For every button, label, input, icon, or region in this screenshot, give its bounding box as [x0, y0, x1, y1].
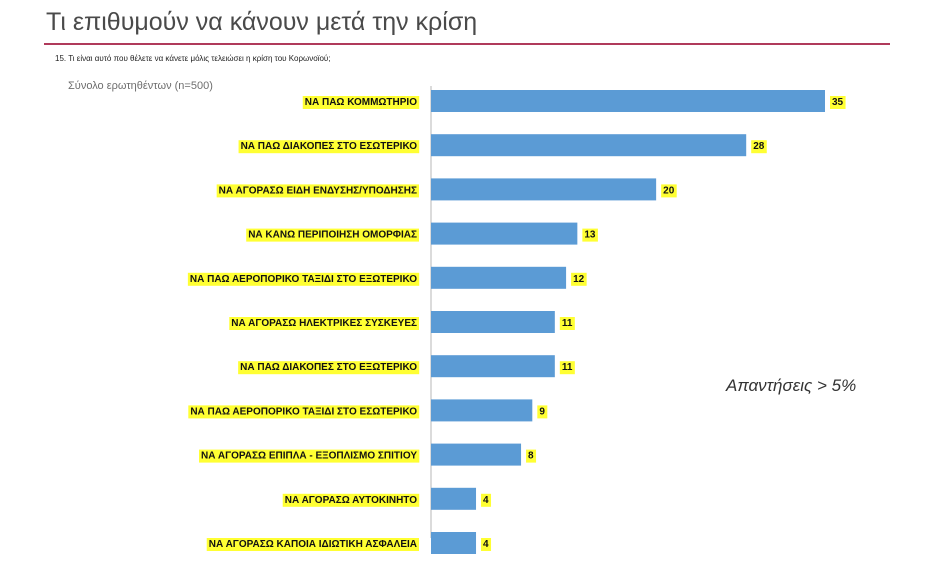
value-label-highlight [559, 317, 575, 330]
category-label-highlight [199, 449, 420, 463]
value-label: 8 [528, 451, 534, 462]
value-label: 35 [832, 97, 844, 108]
page-title: Τι επιθυμούν να κάνουν μετά την κρίση [46, 8, 478, 36]
value-label-highlight [751, 140, 767, 154]
value-label: 12 [573, 274, 585, 285]
bar [431, 487, 477, 510]
bar [431, 134, 747, 157]
category-label-highlight [206, 538, 419, 551]
bar [431, 90, 825, 112]
title-divider [44, 43, 890, 45]
bar [431, 355, 555, 378]
value-label-highlight [481, 538, 492, 551]
value-label: 11 [562, 318, 573, 329]
category-label-highlight [302, 96, 420, 109]
value-label-highlight [571, 272, 587, 286]
value-label-highlight [481, 493, 492, 507]
value-label-highlight [830, 96, 846, 109]
category-label: ΝΑ ΑΓΟΡΑΣΩ ΑΥΤΟΚΙΝΗΤΟ [285, 495, 417, 506]
category-label: ΝΑ ΚΑΝΩ ΠΕΡΙΠΟΙΗΣΗ ΟΜΟΡΦΙΑΣ [248, 230, 417, 241]
category-label-highlight [282, 493, 420, 507]
bar [431, 178, 657, 201]
value-label-highlight [559, 361, 575, 375]
category-label: ΝΑ ΑΓΟΡΑΣΩ ΚΑΠΟΙΑ ΙΔΙΩΤΙΚΗ ΑΣΦΑΛΕΙΑ [209, 539, 417, 550]
bar [431, 311, 555, 333]
category-label: ΝΑ ΠΑΩ ΑΕΡΟΠΟΡΙΚΟ ΤΑΞΙΔΙ ΣΤΟ ΕΣΩΤΕΡΙΚΟ [190, 406, 417, 417]
category-label-highlight [229, 317, 419, 330]
bar [431, 222, 578, 245]
value-label-highlight [582, 228, 598, 242]
category-label-highlight [216, 184, 419, 198]
value-label: 13 [584, 230, 596, 241]
value-label: 20 [663, 185, 675, 196]
value-label: 28 [753, 141, 765, 152]
value-label: 4 [483, 495, 489, 506]
category-label: ΝΑ ΑΓΟΡΑΣΩ ΕΙΔΗ ΕΝΔΥΣΗΣ/ΥΠΟΔΗΣΗΣ [219, 185, 417, 196]
sample-base-label: Σύνολο ερωτηθέντων (n=500) [68, 80, 213, 92]
category-label-highlight [238, 361, 420, 375]
category-label: ΝΑ ΠΑΩ ΚΟΜΜΩΤΗΡΙΟ [305, 97, 417, 108]
category-label: ΝΑ ΠΑΩ ΑΕΡΟΠΟΡΙΚΟ ΤΑΞΙΔΙ ΣΤΟ ΕΞΩΤΕΡΙΚΟ [190, 274, 417, 285]
category-label-highlight [246, 228, 419, 242]
bar [431, 532, 477, 554]
category-label: ΝΑ ΑΓΟΡΑΣΩ ΕΠΙΠΛΑ - ΕΞΟΠΛΙΣΜΟ ΣΠΙΤΙΟΥ [201, 451, 417, 462]
category-label: ΝΑ ΠΑΩ ΔΙΑΚΟΠΕΣ ΣΤΟ ΕΣΩΤΕΡΙΚΟ [241, 141, 418, 152]
value-label-highlight [526, 449, 537, 463]
category-label-highlight [187, 272, 420, 286]
value-label-highlight [537, 405, 548, 419]
value-label-highlight [661, 184, 677, 198]
bar [431, 399, 533, 422]
category-label-highlight [188, 405, 420, 419]
category-label: ΝΑ ΠΑΩ ΔΙΑΚΟΠΕΣ ΣΤΟ ΕΞΩΤΕΡΙΚΟ [240, 362, 417, 373]
value-label: 9 [539, 406, 545, 417]
category-label-highlight [238, 140, 420, 154]
category-label: ΝΑ ΑΓΟΡΑΣΩ ΗΛΕΚΤΡΙΚΕΣ ΣΥΣΚΕΥΕΣ [231, 318, 417, 329]
bar [431, 443, 522, 466]
value-label: 11 [562, 362, 573, 373]
bar [431, 266, 567, 289]
survey-question: 15. Τι είναι αυτό που θέλετε να κάνετε μ… [55, 54, 331, 63]
threshold-note: Απαντήσεις > 5% [726, 376, 857, 395]
value-label: 4 [483, 539, 489, 550]
